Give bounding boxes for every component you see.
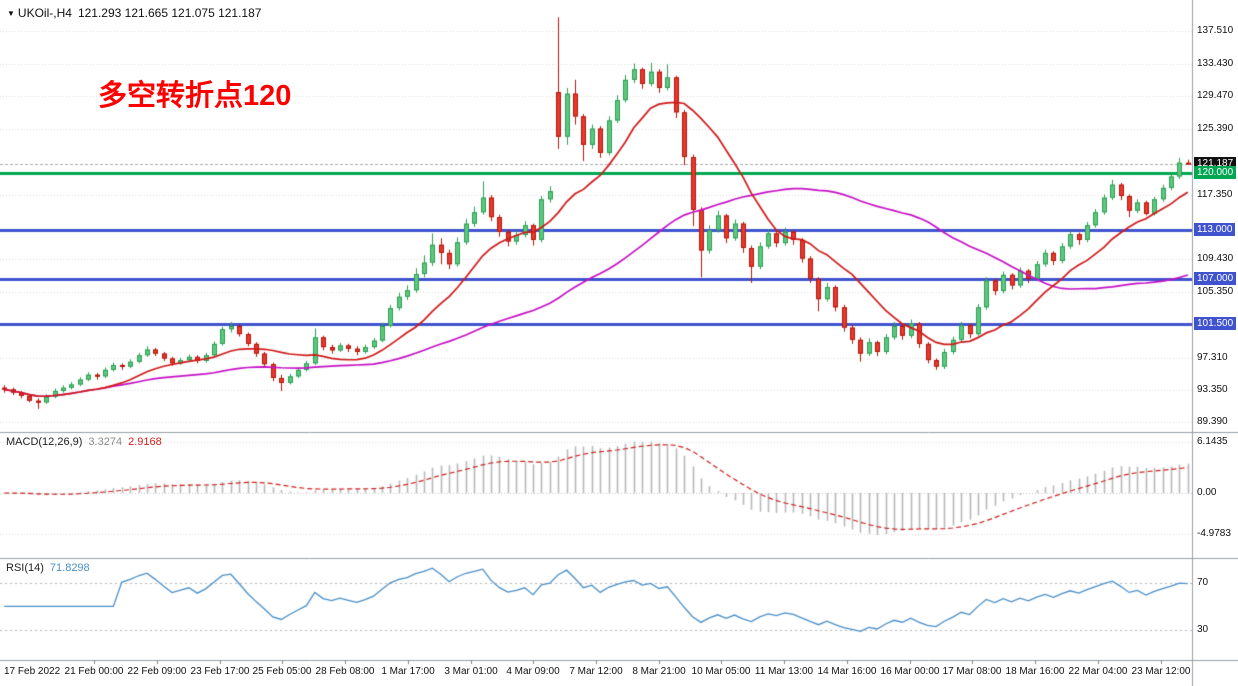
macd-signal-value: 2.9168: [128, 436, 162, 448]
rsi-name: RSI(14): [6, 562, 44, 574]
chevron-down-icon[interactable]: ▼: [7, 9, 15, 18]
symbol-info: ▼ UKOil-,H4 121.293 121.665 121.075 121.18…: [7, 6, 261, 20]
rsi-value: 71.8298: [49, 562, 90, 574]
macd-main-value: 3.3274: [88, 436, 123, 448]
chart-annotation: 多空转折点120: [98, 80, 292, 112]
ohlc-values: 121.293 121.665 121.075 121.187: [77, 6, 262, 20]
rsi-indicator-label: RSI(14) 71.8298: [6, 562, 90, 574]
symbol-timeframe-label: UKOil-,H4: [17, 6, 72, 20]
macd-indicator-label: MACD(12,26,9) 3.3274 2.9168: [6, 436, 162, 448]
macd-name: MACD(12,26,9): [6, 436, 83, 448]
